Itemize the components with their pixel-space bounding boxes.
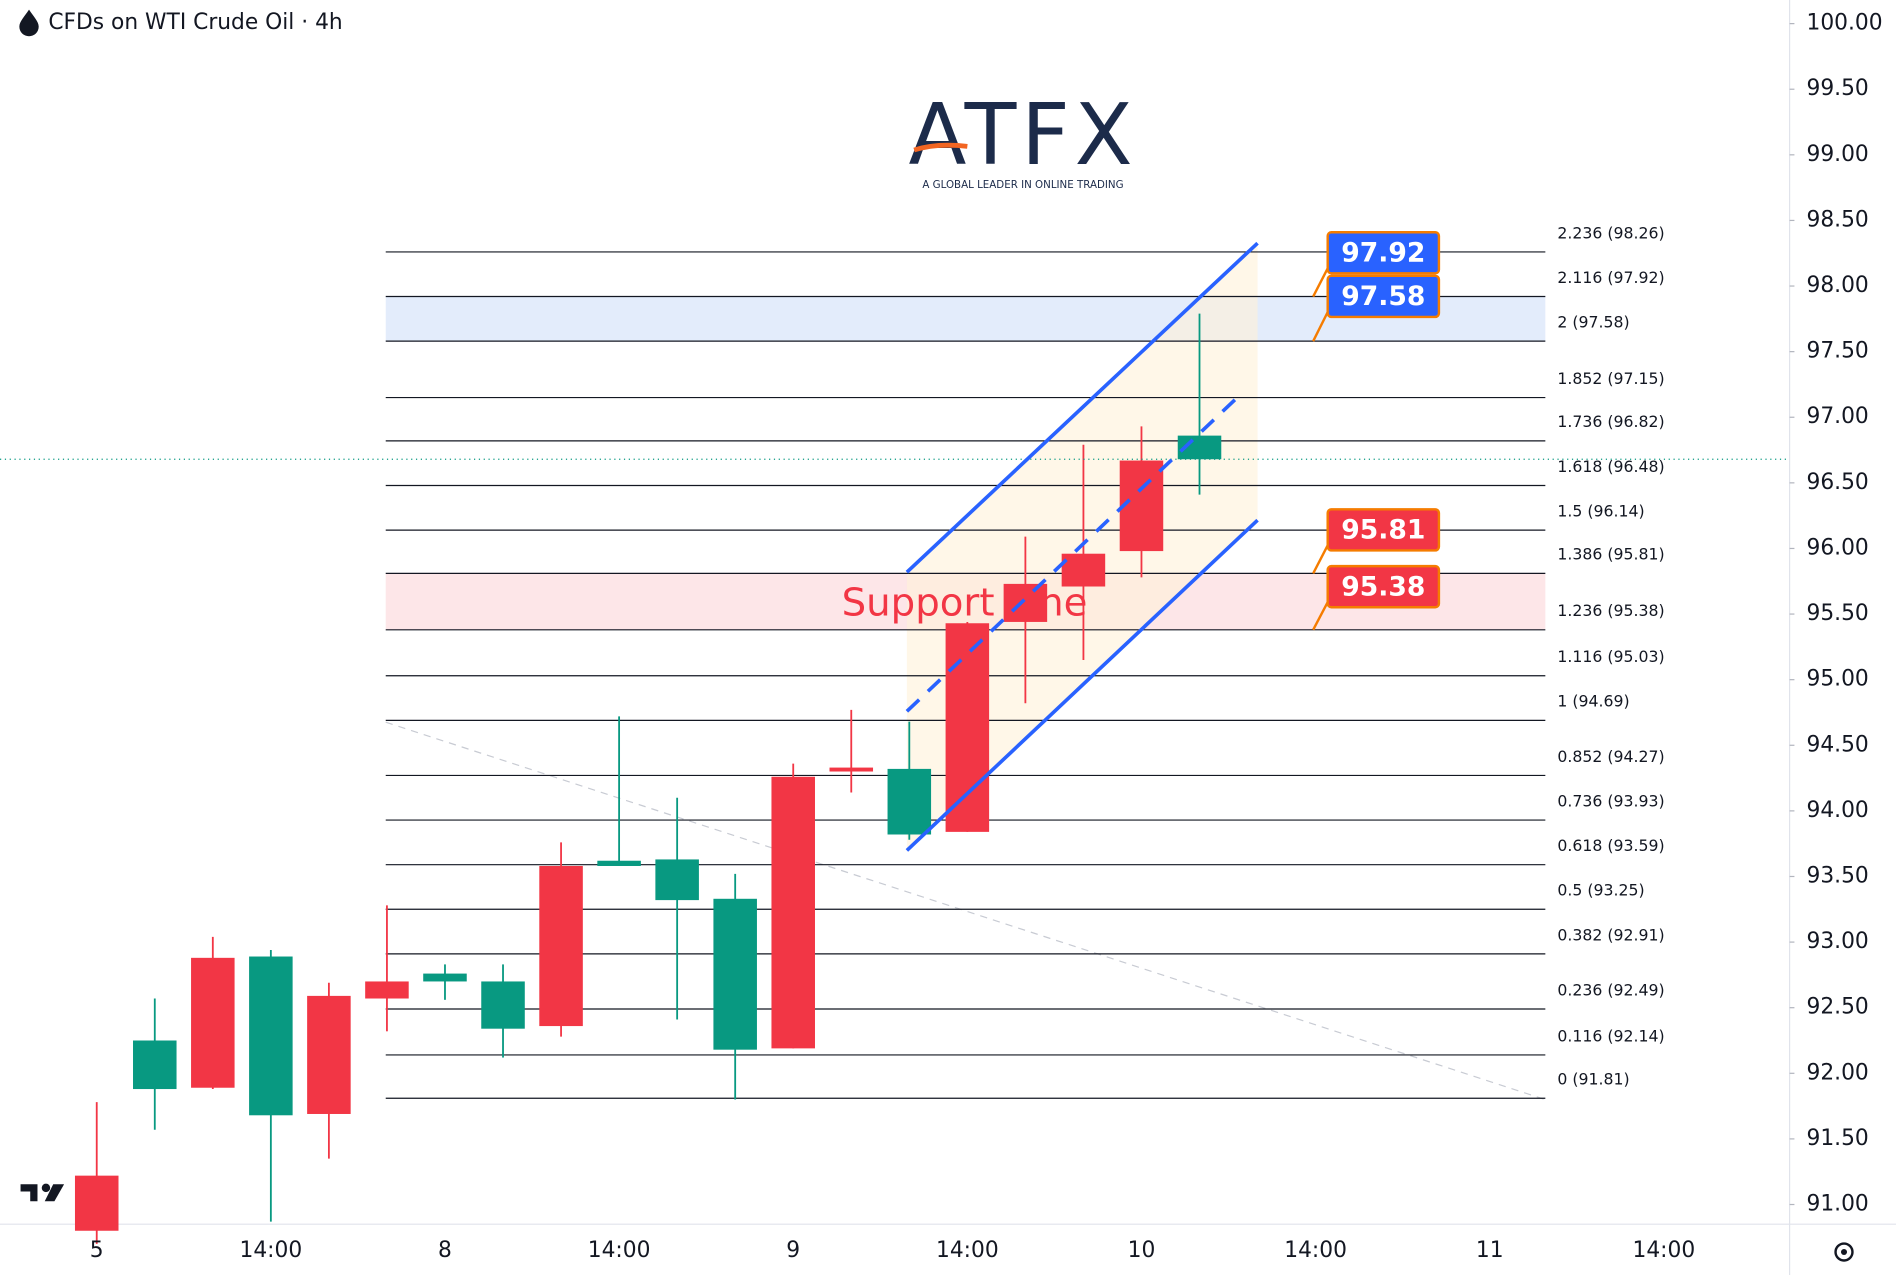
candle-body xyxy=(133,1040,177,1090)
y-tick-label: 93.00 xyxy=(1807,929,1869,954)
x-tick-label: 14:00 xyxy=(936,1238,999,1263)
candle-body xyxy=(365,981,409,999)
trend-line xyxy=(385,721,1546,1101)
candle-body xyxy=(945,623,990,832)
candle-body xyxy=(597,860,641,866)
fib-label: 2.236 (98.26) xyxy=(1557,223,1664,242)
fib-label: 0.236 (92.49) xyxy=(1557,980,1664,999)
channel-upper xyxy=(905,241,1259,574)
y-tick-label: 92.50 xyxy=(1807,995,1869,1020)
candle-body xyxy=(1119,460,1164,552)
fib-label: 1.386 (95.81) xyxy=(1557,545,1664,564)
candle-body xyxy=(481,981,525,1029)
callout-box xyxy=(1326,564,1441,609)
fib-label: 0.618 (93.59) xyxy=(1557,836,1664,855)
logo-tagline: A GLOBAL LEADER IN ONLINE TRADING xyxy=(922,179,1123,191)
y-tick-label: 97.00 xyxy=(1807,404,1869,429)
y-tick-label: 96.50 xyxy=(1807,470,1869,495)
candle-body xyxy=(887,768,932,835)
settings-button[interactable] xyxy=(1834,1242,1854,1262)
fib-label: 0.852 (94.27) xyxy=(1557,747,1664,766)
fib-label: 0.5 (93.25) xyxy=(1557,881,1644,900)
logo-text: ATFX xyxy=(908,85,1137,184)
y-tick-label: 96.00 xyxy=(1807,535,1869,560)
fib-label: 2.116 (97.92) xyxy=(1557,268,1664,287)
fib-label: 2 (97.58) xyxy=(1557,312,1629,331)
axes: 91.00 91.50 92.00 92.50 93.00 93.50 94.00 94.50… xyxy=(90,11,1883,1263)
fib-label: 0.736 (93.93) xyxy=(1557,791,1664,810)
y-tick-label: 98.00 xyxy=(1807,273,1869,298)
candle-body xyxy=(1003,583,1048,622)
callout-label: 95.81 xyxy=(1341,515,1425,546)
callout-box xyxy=(1326,508,1441,552)
x-tick-label: 11 xyxy=(1476,1238,1504,1263)
candle-body xyxy=(771,776,815,1049)
symbol-icon xyxy=(19,9,39,37)
callout-box xyxy=(1326,231,1441,275)
x-tick-label: 14:00 xyxy=(588,1238,651,1263)
y-tick-label: 99.50 xyxy=(1807,76,1869,101)
fib-label: 1.736 (96.82) xyxy=(1557,412,1664,431)
fib-label: 1.116 (95.03) xyxy=(1557,647,1664,666)
candle-body xyxy=(249,956,293,1116)
y-tick-label: 94.00 xyxy=(1807,798,1869,823)
y-tick-label: 97.50 xyxy=(1807,339,1869,364)
y-tick-label: 91.50 xyxy=(1807,1126,1869,1151)
callout-box xyxy=(1326,274,1441,319)
x-tick-label: 14:00 xyxy=(1284,1238,1347,1263)
fib-label: 1.5 (96.14) xyxy=(1557,501,1644,520)
y-tick-label: 100.00 xyxy=(1807,11,1883,36)
fib-label: 1.236 (95.38) xyxy=(1557,601,1664,620)
candle-body xyxy=(829,767,874,772)
candle-body xyxy=(1061,553,1106,587)
y-tick-label: 94.50 xyxy=(1807,732,1869,757)
y-tick-label: 95.50 xyxy=(1807,601,1869,626)
y-tick-label: 93.50 xyxy=(1807,863,1869,888)
callout-label: 95.38 xyxy=(1341,571,1425,602)
logo-swoosh xyxy=(913,142,968,153)
fib-label: 1.852 (97.15) xyxy=(1557,369,1664,388)
candle-body xyxy=(191,957,235,1088)
candle-body xyxy=(713,898,757,1050)
callout-label: 97.58 xyxy=(1341,281,1425,312)
fib-label: 1 (94.69) xyxy=(1557,692,1629,711)
y-tick-label: 92.00 xyxy=(1807,1060,1869,1085)
channel-middle xyxy=(905,393,1242,713)
candles xyxy=(0,313,1790,1244)
x-tick-label: 14:00 xyxy=(1632,1238,1695,1263)
channel-lower xyxy=(905,518,1259,852)
callout-label: 97.92 xyxy=(1341,238,1425,269)
y-tick-label: 98.50 xyxy=(1807,207,1869,232)
x-tick-label: 5 xyxy=(90,1238,104,1263)
x-tick-label: 9 xyxy=(786,1238,800,1263)
support-label: Support Line xyxy=(842,580,1088,625)
fib-label: 0 (91.81) xyxy=(1557,1070,1629,1089)
candle-body xyxy=(423,973,467,982)
x-tick-label: 14:00 xyxy=(240,1238,303,1263)
fib-label: 0.116 (92.14) xyxy=(1557,1026,1664,1045)
candle-body xyxy=(307,995,351,1114)
tv-logo xyxy=(20,1183,65,1202)
fib-label: 1.618 (96.48) xyxy=(1557,457,1664,476)
candle-body xyxy=(74,1175,119,1231)
candle-body xyxy=(655,859,699,901)
callouts: 97.92 97.58 95.81 95.38 xyxy=(1312,231,1441,631)
candle-body xyxy=(539,865,583,1027)
x-tick-label: 8 xyxy=(438,1238,452,1263)
y-tick-label: 91.00 xyxy=(1807,1192,1869,1217)
y-tick-label: 95.00 xyxy=(1807,667,1869,692)
x-tick-label: 10 xyxy=(1128,1238,1156,1263)
fib-label: 0.382 (92.91) xyxy=(1557,925,1664,944)
chart-title[interactable]: CFDs on WTI Crude Oil · 4h xyxy=(48,10,342,35)
y-tick-label: 99.00 xyxy=(1807,142,1869,167)
